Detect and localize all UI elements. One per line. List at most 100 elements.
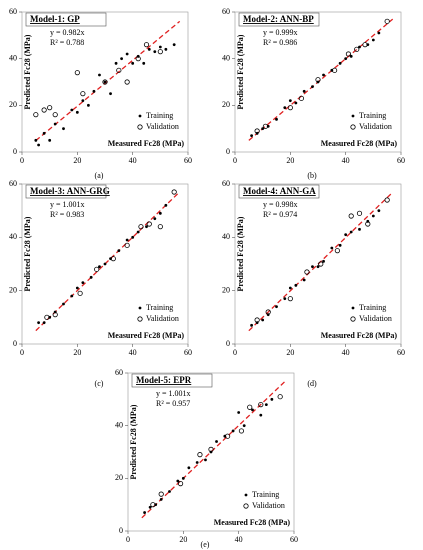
- validation-point: [77, 290, 83, 296]
- validation-point: [80, 91, 86, 97]
- training-point: [62, 302, 65, 306]
- fit-line: [35, 191, 180, 332]
- legend-marker: [350, 316, 356, 322]
- training-point: [283, 106, 287, 110]
- r2-label: R² = 0.957: [156, 399, 190, 408]
- training-point: [316, 265, 320, 269]
- validation-point: [171, 189, 177, 195]
- x-tick-label: 40: [342, 348, 350, 357]
- y-tick-label: 60: [9, 7, 17, 16]
- legend-marker: [351, 114, 355, 118]
- x-axis-label: Measured Fc28 (MPa): [321, 331, 398, 340]
- training-point: [42, 321, 46, 325]
- equation: y = 1.001x: [50, 200, 85, 209]
- training-point: [275, 117, 278, 121]
- training-point: [371, 214, 375, 218]
- validation-point: [384, 18, 390, 24]
- training-point: [181, 476, 185, 480]
- validation-point: [41, 107, 47, 113]
- caption: (a): [95, 171, 104, 180]
- validation-point: [52, 112, 58, 118]
- training-point: [195, 461, 199, 464]
- legend-label: Training: [359, 111, 386, 120]
- training-point: [125, 238, 129, 242]
- training-point: [237, 411, 241, 414]
- training-point: [81, 281, 85, 285]
- y-tick-label: 0: [119, 526, 123, 535]
- validation-point: [135, 56, 141, 62]
- training-point: [37, 143, 40, 147]
- validation-point: [94, 266, 100, 272]
- y-tick-label: 0: [226, 339, 230, 348]
- y-axis-label: Predicted Fc28 (MPa): [236, 34, 245, 109]
- y-tick-label: 60: [222, 7, 230, 16]
- y-tick-label: 20: [222, 100, 230, 109]
- validation-point: [150, 502, 156, 508]
- y-tick-label: 40: [9, 53, 17, 62]
- r2-label: R² = 0.788: [50, 38, 84, 47]
- training-point: [53, 122, 57, 126]
- training-point: [131, 61, 135, 65]
- training-point: [87, 103, 90, 107]
- fit-line: [141, 380, 286, 519]
- y-tick-label: 0: [13, 339, 17, 348]
- validation-point: [47, 105, 53, 111]
- training-point: [261, 127, 265, 131]
- training-point: [176, 479, 180, 483]
- chart-title: Model-3: ANN-GRG: [30, 186, 110, 196]
- caption: (e): [201, 540, 210, 549]
- training-point: [114, 61, 118, 65]
- training-point: [250, 323, 254, 327]
- x-axis-label: Measured Fc28 (MPa): [214, 518, 291, 527]
- training-point: [37, 321, 40, 325]
- training-point: [75, 286, 79, 290]
- training-point: [322, 259, 325, 263]
- x-tick-label: 60: [397, 156, 405, 165]
- equation: y = 0.998x: [263, 200, 298, 209]
- training-point: [294, 101, 298, 105]
- validation-point: [348, 213, 354, 219]
- plot-frame: [234, 11, 402, 153]
- y-axis-label: Predicted Fc28 (MPa): [23, 34, 32, 109]
- y-tick-label: 20: [9, 100, 17, 109]
- training-point: [147, 47, 151, 51]
- validation-point: [44, 314, 50, 320]
- y-tick-label: 40: [9, 232, 17, 241]
- training-point: [338, 243, 342, 247]
- x-axis-label: Measured Fc28 (MPa): [108, 139, 185, 148]
- validation-point: [345, 51, 352, 57]
- training-point: [377, 31, 381, 35]
- training-point: [358, 227, 361, 231]
- training-point: [261, 318, 265, 322]
- validation-point: [116, 67, 122, 73]
- training-point: [158, 45, 162, 49]
- legend-marker: [243, 503, 249, 509]
- x-tick-label: 20: [179, 535, 187, 544]
- x-axis-label: Measured Fc28 (MPa): [108, 331, 185, 340]
- training-point: [311, 265, 314, 269]
- training-point: [164, 47, 168, 51]
- x-tick-label: 20: [73, 348, 81, 357]
- validation-point: [102, 79, 108, 85]
- validation-point: [304, 269, 310, 275]
- y-tick-label: 60: [115, 368, 123, 377]
- training-point: [330, 246, 334, 250]
- legend-marker: [351, 306, 355, 310]
- y-tick-label: 60: [9, 179, 17, 188]
- training-point: [81, 99, 85, 103]
- caption: (d): [307, 379, 317, 388]
- training-point: [34, 138, 38, 142]
- plot-frame: [234, 183, 402, 345]
- training-point: [288, 286, 292, 290]
- training-point: [143, 511, 147, 514]
- title-box: [25, 184, 107, 199]
- validation-point: [362, 42, 368, 48]
- training-point: [288, 99, 292, 103]
- validation-point: [157, 224, 163, 230]
- validation-point: [177, 480, 184, 487]
- x-tick-label: 60: [184, 348, 192, 357]
- r2-label: R² = 0.986: [263, 38, 297, 47]
- training-point: [349, 230, 353, 234]
- x-axis-label: Measured Fc28 (MPa): [321, 139, 398, 148]
- training-point: [158, 211, 162, 215]
